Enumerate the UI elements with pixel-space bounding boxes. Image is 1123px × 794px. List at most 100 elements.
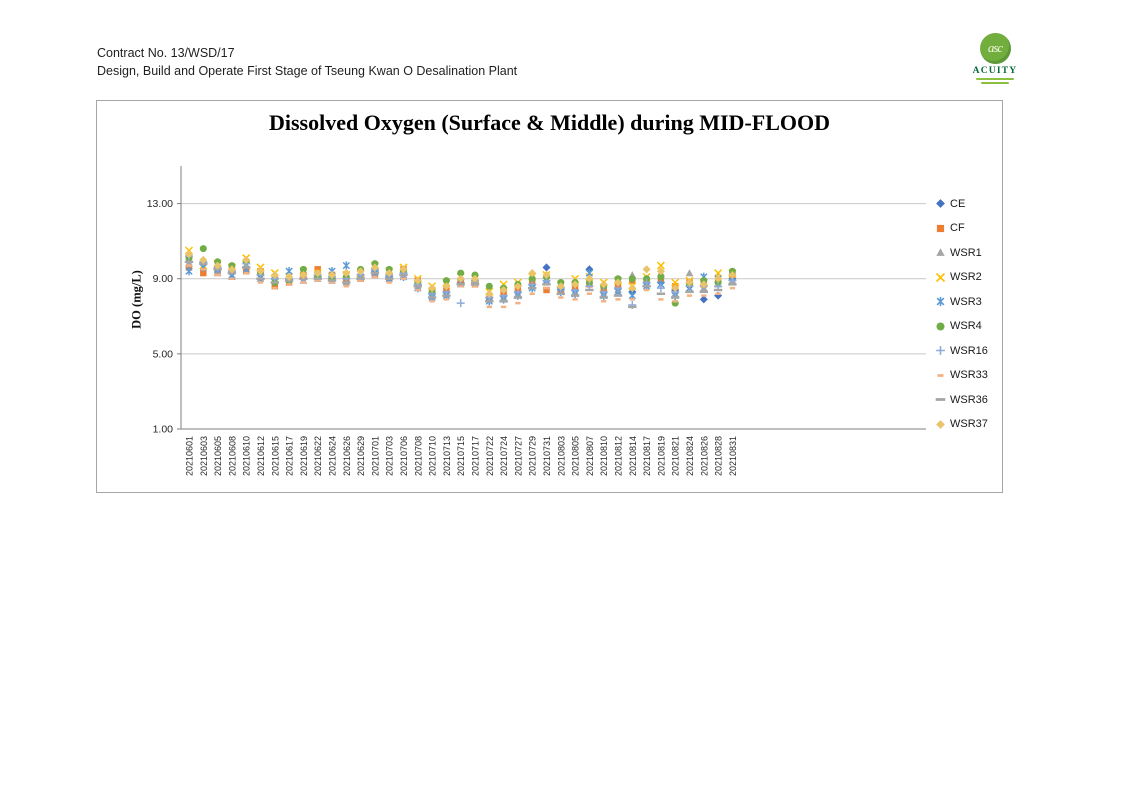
diamond-glyph [936,419,945,429]
point-WSR33 [286,283,292,286]
point-WSR37 [313,269,322,278]
x-tick-label: 20210729 [528,436,538,476]
point-WSR37 [671,284,680,293]
x-tick-label: 20210708 [413,436,423,476]
point-WSR37 [213,261,222,270]
circle-marker-icon [936,322,945,331]
point-WSR33 [214,273,221,277]
legend-item-CE: CE [934,197,988,211]
point-CE [542,263,551,272]
point-WSR33 [315,279,321,282]
point-WSR37 [585,274,594,283]
x-tick-label: 20210812 [614,436,624,476]
x-tick-label: 20210710 [428,436,438,476]
x-tick-label: 20210703 [385,436,395,476]
triangle-glyph [936,248,945,257]
point-WSR37 [699,280,708,289]
point-WSR33 [400,277,407,280]
legend-item-WSR2: WSR2 [934,271,988,285]
point-WSR36 [570,294,580,297]
x-tick-label: 20210610 [242,436,252,476]
legend-item-WSR36: WSR36 [934,393,988,407]
point-WSR4 [628,275,636,283]
point-WSR37 [399,265,408,274]
y-tick-label: 5.00 [153,348,174,360]
point-WSR33 [329,281,335,284]
x-tick-label: 20210713 [442,436,452,476]
point-WSR33 [229,277,235,280]
point-CF [271,283,279,290]
point-WSR1 [685,269,694,277]
point-WSR3 [185,267,193,276]
point-WSR37 [370,263,379,272]
point-WSR16 [456,299,465,308]
point-WSR36 [613,294,623,297]
acuity-logo-monogram: asc [987,40,1003,55]
point-WSR4 [442,277,450,285]
y-tick-label: 1.00 [153,424,174,436]
x-tick-label: 20210819 [656,436,666,476]
point-WSR37 [528,269,537,278]
x-tick-label: 20210724 [499,436,509,476]
point-WSR4 [657,273,665,281]
point-WSR33 [643,288,650,292]
x-tick-label: 20210722 [485,436,495,476]
x-tick-label: 20210805 [571,436,581,476]
point-WSR37 [270,270,279,279]
point-WSR37 [242,255,251,264]
point-WSR16 [656,284,665,293]
point-WSR4 [199,245,207,253]
logo-tagline-line [981,82,1009,84]
x-tick-label: 20210715 [456,436,466,476]
point-WSR33 [701,294,707,297]
x-tick-label: 20210601 [185,436,195,476]
point-WSR33 [472,285,478,288]
point-WSR36 [342,281,351,284]
point-WSR36 [242,266,251,269]
point-WSR37 [599,280,608,289]
dash-marker-icon [937,373,944,377]
point-WSR37 [728,270,737,279]
do-mid-flood-chart: Dissolved Oxygen (Surface & Middle) duri… [96,100,1003,493]
point-WSR37 [285,272,294,281]
square-glyph [936,224,945,232]
x-tick-label: 20210817 [642,436,652,476]
y-tick-label: 9.00 [153,273,174,285]
point-WSR33 [443,298,450,301]
point-WSR37 [685,278,694,287]
point-WSR33 [543,286,550,290]
point-WSR36 [256,277,265,280]
point-WSR37 [499,285,508,295]
point-WSR36 [485,300,494,303]
point-WSR36 [628,305,637,309]
point-WSR37 [656,267,665,276]
plus-glyph [936,346,945,356]
point-WSR33 [243,271,249,275]
contract-number: Contract No. 13/WSD/17 [97,46,235,60]
legend-label: WSR37 [950,418,988,431]
point-WSR37 [642,265,651,274]
legend-label: WSR16 [950,344,988,357]
point-WSR36 [327,279,337,282]
point-WSR36 [585,288,594,292]
point-WSR36 [184,260,194,264]
longdash-glyph [935,398,946,402]
x-tick-label: 20210731 [542,436,552,476]
legend-label: WSR36 [950,393,988,406]
point-CF [200,269,207,277]
point-WSR3 [342,261,350,270]
point-WSR33 [686,294,693,297]
point-WSR33 [458,285,464,288]
point-WSR37 [199,255,208,264]
circle-glyph [936,322,945,331]
point-WSR37 [227,265,236,274]
point-WSR33 [300,281,307,284]
point-WSR33 [429,300,435,303]
x-tick-label: 20210824 [685,436,695,476]
legend: CE CF WSR1 WSR2 WSR3 WSR4 WSR16 WSR33 WSR36 WSR37 [934,197,988,431]
point-WSR36 [599,296,608,299]
point-WSR16 [599,287,608,296]
point-WSR33 [343,285,349,288]
asterisk-glyph [936,297,945,307]
